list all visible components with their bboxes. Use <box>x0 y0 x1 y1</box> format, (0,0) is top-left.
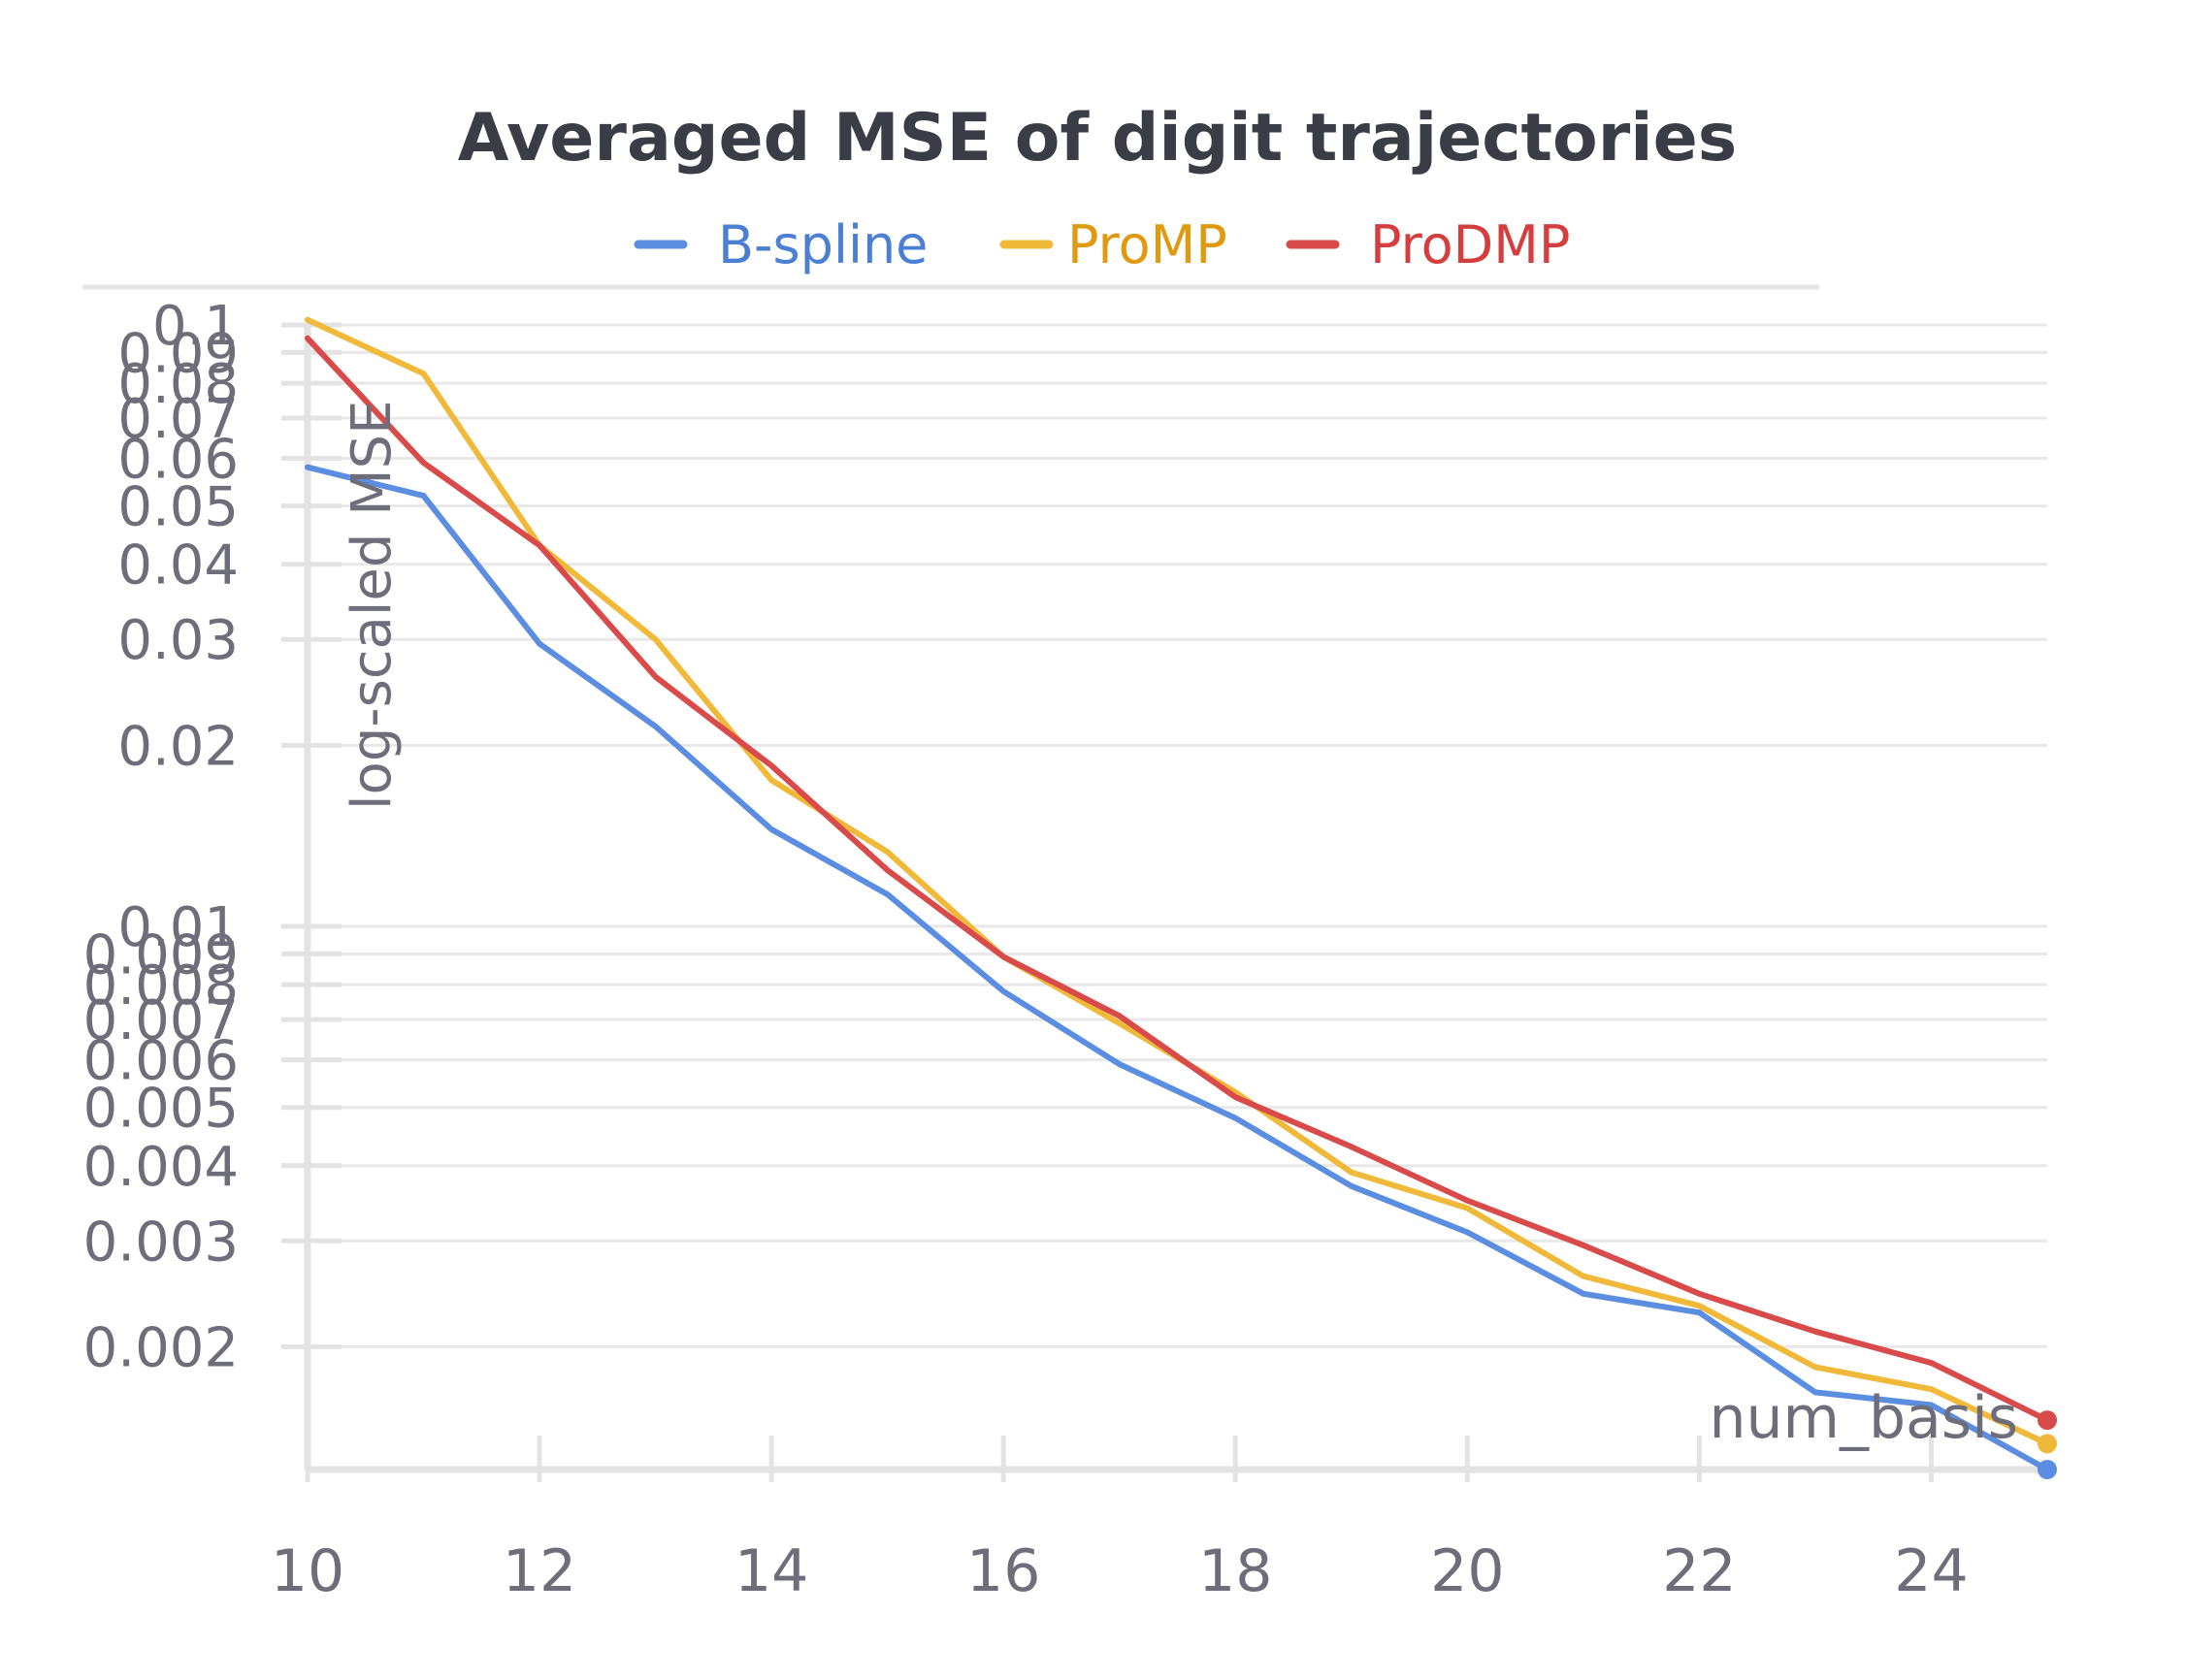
series-line-b-spline <box>305 464 2050 1472</box>
x-axis-ticks: 10 12 14 16 18 20 22 24 <box>271 1436 1969 1605</box>
y-tick-label: 0.1 <box>152 295 239 358</box>
y-tick-label: 0.004 <box>83 1136 239 1199</box>
x-tick-label: 12 <box>503 1537 576 1605</box>
x-tick-label: 18 <box>1198 1537 1272 1605</box>
y-tick-label: 0.02 <box>117 715 239 778</box>
series-line-promp <box>305 316 2050 1447</box>
y-axis-ticks: 0.10.090.080.070.060.050.040.030.020.010… <box>83 295 342 1379</box>
series-line-prodmp <box>305 335 2050 1424</box>
x-tick-label: 10 <box>271 1537 344 1605</box>
legend-label-b-spline: B-spline <box>718 214 928 275</box>
legend-label-promp: ProMP <box>1067 214 1227 275</box>
y-tick-label: 0.007 <box>83 989 239 1052</box>
y-tick-label: 0.006 <box>83 1030 239 1093</box>
series-endpoint-prodmp <box>2038 1410 2057 1431</box>
x-tick-label: 16 <box>966 1537 1040 1605</box>
y-tick-label: 0.07 <box>117 388 239 451</box>
x-tick-label: 14 <box>734 1537 808 1605</box>
y-tick-label: 0.008 <box>83 954 239 1018</box>
x-tick-label: 22 <box>1662 1537 1736 1605</box>
y-tick-label: 0.05 <box>117 476 239 539</box>
series-endpoint-promp <box>2038 1434 2057 1454</box>
y-tick-label: 0.03 <box>117 609 239 672</box>
legend-label-prodmp: ProDMP <box>1370 214 1570 275</box>
y-tick-label: 0.01 <box>117 896 239 959</box>
chart-title: Averaged MSE of digit trajectories <box>458 100 1737 177</box>
y-tick-label: 0.005 <box>83 1078 239 1141</box>
y-tick-label: 0.09 <box>117 322 239 385</box>
y-tick-label: 0.08 <box>117 353 239 416</box>
y-tick-label: 0.003 <box>83 1211 239 1274</box>
y-tick-label: 0.009 <box>83 923 239 986</box>
grid <box>308 323 2047 1348</box>
y-axis-label: log-scaled MSE <box>341 401 404 810</box>
x-tick-label: 20 <box>1430 1537 1504 1605</box>
x-tick-label: 24 <box>1894 1537 1968 1605</box>
legend: B-spline ProMP ProDMP <box>634 214 1570 275</box>
y-tick-label: 0.06 <box>117 429 239 492</box>
series-lines <box>305 316 2057 1479</box>
y-tick-label: 0.002 <box>83 1316 239 1379</box>
series-endpoint-b-spline <box>2038 1460 2057 1479</box>
x-axis-label: num_basis <box>1709 1384 2018 1452</box>
y-tick-label: 0.04 <box>117 534 239 598</box>
